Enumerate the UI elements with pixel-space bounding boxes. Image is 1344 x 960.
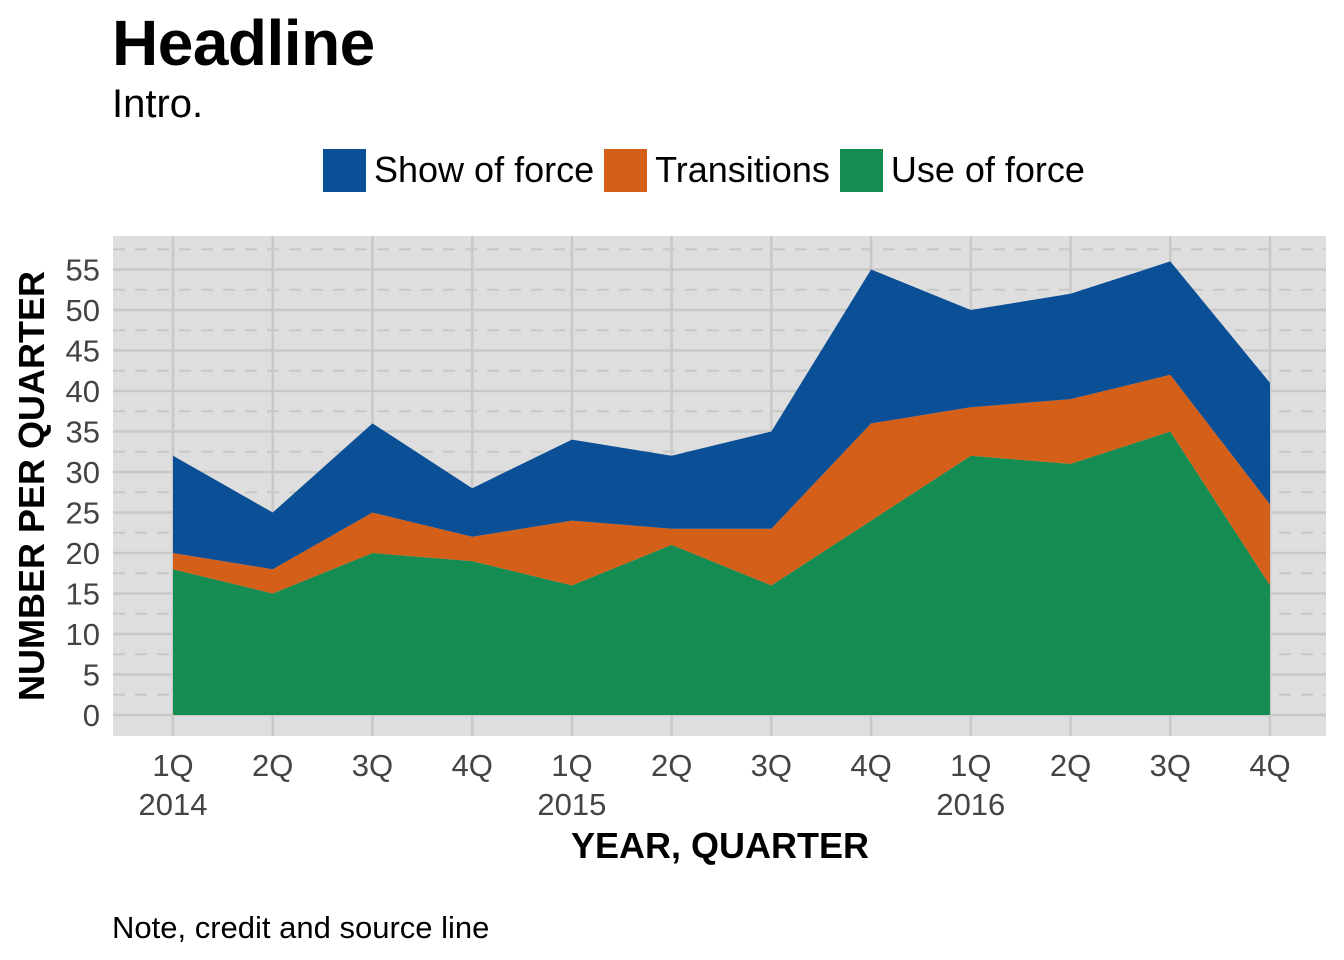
y-tick-label: 0 [83,698,100,733]
stacked-areas [173,261,1270,715]
y-tick-label: 40 [66,374,100,409]
x-tick-quarter: 1Q [551,748,592,783]
x-tick-quarter: 4Q [452,748,493,783]
x-tick-quarter: 3Q [1150,748,1191,783]
legend-label-transitions: Transitions [655,149,830,190]
x-tick-year: 2015 [537,787,606,822]
y-tick-label: 50 [66,293,100,328]
y-tick-label: 45 [66,334,100,369]
footer-note: Note, credit and source line [112,910,490,945]
y-tick-label: 25 [66,496,100,531]
y-tick-label: 30 [66,455,100,490]
y-tick-labels: 0 5 10 15 20 25 30 35 40 45 50 55 [66,253,100,734]
x-tick-quarter: 1Q [950,748,991,783]
x-tick-quarter: 4Q [1249,748,1290,783]
y-axis-label: NUMBER PER QUARTER [11,271,52,701]
y-tick-label: 15 [66,577,100,612]
x-tick-quarter: 2Q [252,748,293,783]
x-tick-quarter: 2Q [651,748,692,783]
legend: Show of force Transitions Use of force [323,148,1095,192]
legend-item-use-of-force: Use of force [839,148,1085,192]
y-tick-label: 55 [66,253,100,288]
legend-label-show-of-force: Show of force [374,149,595,190]
x-tick-quarter: 1Q [152,748,193,783]
area-use-of-force [173,431,1270,715]
chart-title: Headline [112,7,375,79]
legend-swatch-transitions [604,148,648,192]
x-tick-year: 2014 [139,787,208,822]
x-tick-quarter: 2Q [1050,748,1091,783]
legend-item-transitions: Transitions [604,148,830,192]
x-tick-quarter: 4Q [850,748,891,783]
x-tick-year: 2016 [936,787,1005,822]
legend-swatch-show-of-force [323,148,366,192]
legend-label-use-of-force: Use of force [890,149,1085,190]
legend-item-show-of-force: Show of force [323,148,595,192]
area-transitions [173,374,1270,594]
x-tick-labels: 1Q 2014 2Q 3Q 4Q 1Q 2015 2Q 3Q 4Q 1Q 2016 2Q 3Q 4Q [139,748,1291,822]
y-tick-label: 5 [83,658,100,693]
chart-subtitle: Intro. [112,82,204,126]
y-tick-label: 35 [66,415,100,450]
y-tick-label: 10 [66,617,100,652]
x-tick-quarter: 3Q [352,748,393,783]
area-show-of-force [173,261,1270,570]
legend-swatch-use-of-force [839,148,883,192]
x-tick-quarter: 3Q [751,748,792,783]
x-axis-label: YEAR, QUARTER [571,825,869,866]
y-tick-label: 20 [66,536,100,571]
